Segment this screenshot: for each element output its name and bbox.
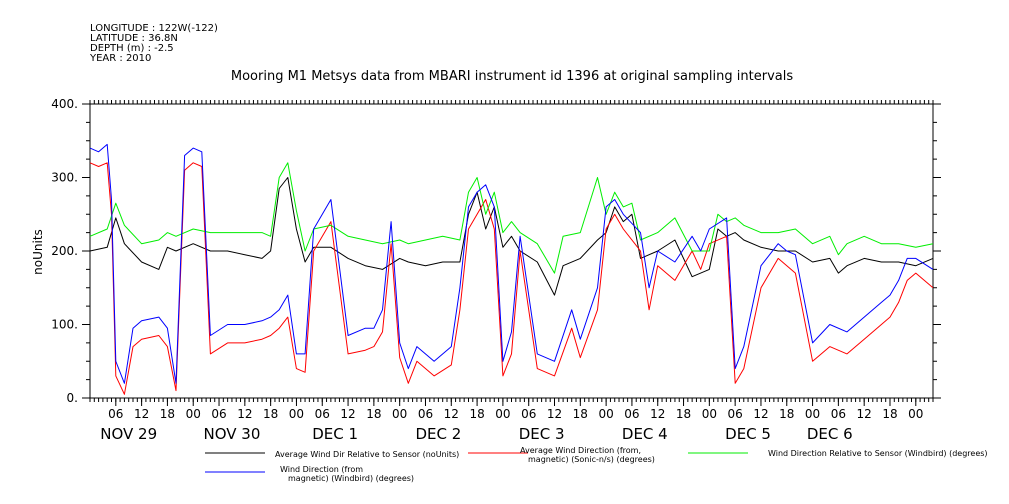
- x-tick-label: 00: [186, 407, 201, 421]
- series-layer: [89, 143, 934, 395]
- legend-label-2: Wind Direction Relative to Sensor (Windb…: [768, 449, 988, 458]
- x-tick-label: 00: [392, 407, 407, 421]
- x-tick-label: 18: [779, 407, 794, 421]
- meta-longitude: LONGITUDE : 122W(-122): [90, 23, 218, 34]
- x-tick-label: 12: [753, 407, 768, 421]
- axis-layer: 06 12 18 00 06 12 18 00 06 12 18 00 06 12 18 00 06 12 18 00…: [51, 97, 941, 443]
- x-day-label: DEC 2: [415, 425, 461, 443]
- legend-label-3: magnetic) (Windbird) (degrees): [288, 474, 414, 483]
- x-tick-label: 12: [857, 407, 872, 421]
- x-day-label: DEC 6: [807, 425, 853, 443]
- series-line-2: [89, 162, 934, 274]
- x-tick-label: 06: [831, 407, 846, 421]
- x-tick-label: 06: [315, 407, 330, 421]
- x-tick-label: 18: [366, 407, 381, 421]
- x-day-label: NOV 30: [203, 425, 260, 443]
- legend-label-3: Wind Direction (from: [280, 465, 363, 474]
- x-tick-label: 12: [650, 407, 665, 421]
- x-tick-label: 12: [237, 407, 252, 421]
- x-tick-label: 12: [444, 407, 459, 421]
- meta-latitude: LATITUDE : 36.8N: [90, 33, 178, 44]
- series-line-1: [89, 162, 934, 395]
- series-line-0: [89, 177, 934, 296]
- x-tick-label: 12: [547, 407, 562, 421]
- y-axis-label: noUnits: [31, 229, 45, 275]
- x-day-label: DEC 4: [622, 425, 668, 443]
- x-tick-label: 06: [211, 407, 226, 421]
- y-tick-label: 300.: [51, 171, 78, 185]
- x-tick-label: 00: [908, 407, 923, 421]
- x-day-label: DEC 3: [519, 425, 565, 443]
- x-tick-label: 12: [134, 407, 149, 421]
- x-tick-label: 00: [702, 407, 717, 421]
- x-tick-label: 18: [676, 407, 691, 421]
- x-tick-label: 18: [573, 407, 588, 421]
- x-tick-label: 00: [289, 407, 304, 421]
- y-tick-label: 100.: [51, 318, 78, 332]
- y-tick-label: 0.: [67, 391, 78, 405]
- series-line-3: [89, 143, 934, 384]
- legend: Average Wind Dir Relative to Sensor (noU…: [205, 446, 988, 483]
- legend-label-1: magnetic) (Sonic-n/s) (degrees): [528, 455, 655, 464]
- legend-label-0: Average Wind Dir Relative to Sensor (noU…: [275, 450, 459, 459]
- x-tick-label: 18: [263, 407, 278, 421]
- legend-label-1: Average Wind Direction (from,: [520, 446, 641, 455]
- y-tick-label: 200.: [51, 244, 78, 258]
- x-tick-label: 06: [624, 407, 639, 421]
- x-day-label: DEC 1: [312, 425, 358, 443]
- x-tick-label: 06: [521, 407, 536, 421]
- metadata-block: LONGITUDE : 122W(-122) LATITUDE : 36.8N …: [89, 23, 218, 64]
- x-tick-label: 18: [882, 407, 897, 421]
- x-day-label: NOV 29: [100, 425, 157, 443]
- x-tick-label: 06: [418, 407, 433, 421]
- chart-title: Mooring M1 Metsys data from MBARI instru…: [231, 69, 793, 84]
- x-tick-label: 06: [108, 407, 123, 421]
- x-tick-label: 00: [598, 407, 613, 421]
- x-tick-label: 12: [340, 407, 355, 421]
- y-tick-label: 400.: [51, 97, 78, 111]
- x-tick-label: 06: [728, 407, 743, 421]
- x-tick-label: 18: [160, 407, 175, 421]
- meta-depth: DEPTH (m) : -2.5: [90, 43, 174, 54]
- x-tick-label: 18: [469, 407, 484, 421]
- meta-year: YEAR : 2010: [89, 53, 151, 64]
- x-tick-label: 00: [805, 407, 820, 421]
- x-tick-label: 00: [495, 407, 510, 421]
- x-day-label: DEC 5: [725, 425, 771, 443]
